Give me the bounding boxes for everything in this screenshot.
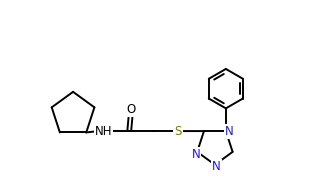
Text: N: N: [192, 148, 200, 161]
Text: O: O: [127, 103, 136, 116]
Text: N: N: [212, 160, 221, 174]
Text: N: N: [225, 124, 233, 138]
Text: NH: NH: [94, 125, 112, 138]
Text: S: S: [174, 125, 182, 138]
